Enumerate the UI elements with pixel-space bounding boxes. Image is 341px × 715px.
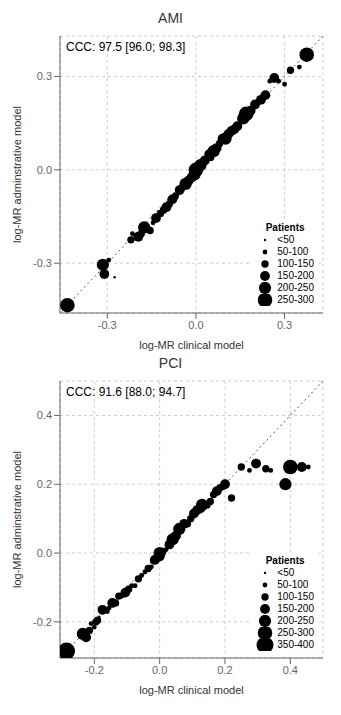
html-text:Patients: Patients	[265, 555, 305, 566]
svg-text:log-MR adminstrative model: log-MR adminstrative model	[11, 451, 23, 588]
html-text:150-200: 150-200	[277, 270, 314, 281]
svg-text:0.0: 0.0	[37, 164, 52, 176]
svg-text:0.0: 0.0	[188, 319, 203, 331]
html-text:<50: <50	[277, 567, 295, 578]
html-text:350-400: 350-400	[277, 639, 314, 650]
html-text:Patients: Patients	[265, 222, 305, 233]
html-text:50-100: 50-100	[277, 579, 309, 590]
svg-text:0.3: 0.3	[37, 70, 52, 82]
svg-text:-0.3: -0.3	[98, 319, 117, 331]
html-text:100-150: 100-150	[277, 258, 314, 269]
html-text:CCC: 91.6 [88.0; 94.7]: CCC: 91.6 [88.0; 94.7]	[66, 385, 186, 399]
svg-text:0.3: 0.3	[277, 319, 292, 331]
html-text:100-150: 100-150	[277, 591, 314, 602]
html-text:AMI: AMI	[158, 10, 183, 26]
html-text:<50: <50	[277, 234, 295, 245]
html-text:250-300: 250-300	[277, 294, 314, 305]
html-text:50-100: 50-100	[277, 246, 309, 257]
html-text:200-250: 200-250	[277, 282, 314, 293]
svg-text:0.0: 0.0	[152, 664, 167, 676]
svg-text:0.4: 0.4	[283, 664, 298, 676]
html-text:200-250: 200-250	[277, 615, 314, 626]
svg-text:log-MR clinical model: log-MR clinical model	[139, 684, 244, 696]
html-text:150-200: 150-200	[277, 603, 314, 614]
svg-text:log-MR adminstrative model: log-MR adminstrative model	[11, 106, 23, 243]
svg-text:-0.2: -0.2	[85, 664, 104, 676]
html-text:PCI: PCI	[158, 355, 183, 371]
svg-text:0.4: 0.4	[37, 409, 52, 421]
svg-text:0.2: 0.2	[217, 664, 232, 676]
svg-text:log-MR clinical model: log-MR clinical model	[139, 339, 244, 351]
html-text:CCC: 97.5 [96.0; 98.3]: CCC: 97.5 [96.0; 98.3]	[66, 40, 186, 54]
html-text:250-300: 250-300	[277, 627, 314, 638]
svg-text:-0.3: -0.3	[33, 257, 52, 269]
svg-text:-0.2: -0.2	[33, 616, 52, 628]
svg-text:0.0: 0.0	[37, 547, 52, 559]
svg-text:0.2: 0.2	[37, 478, 52, 490]
